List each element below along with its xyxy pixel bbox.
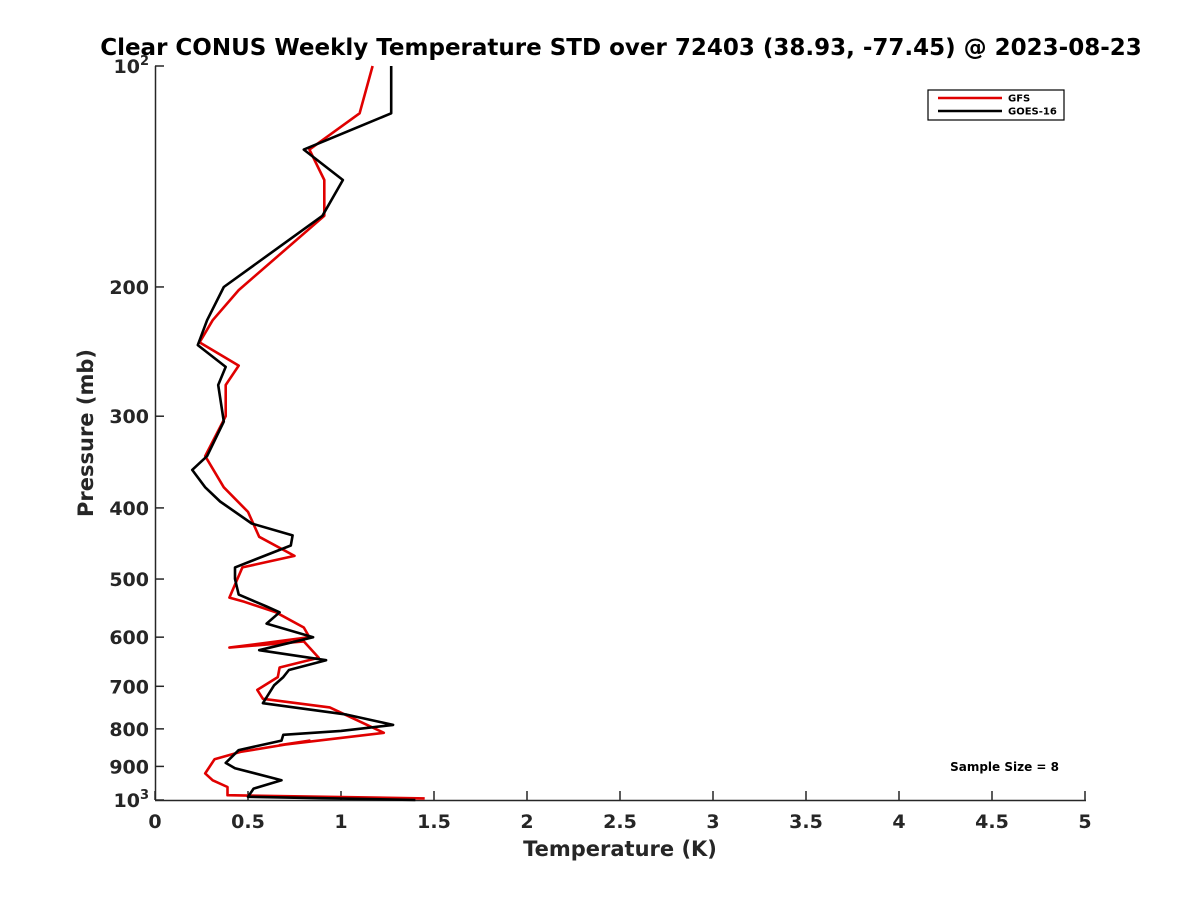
y-tick-label: 600: [109, 627, 149, 649]
x-tick-label: 2.5: [603, 811, 637, 833]
x-tick-label: 4: [892, 811, 905, 833]
x-tick-label: 4.5: [975, 811, 1009, 833]
y-tick-label: 102: [114, 54, 150, 78]
y-tick-label: 700: [109, 676, 149, 698]
y-tick-label: 500: [109, 569, 149, 591]
x-tick-label: 3.5: [789, 811, 823, 833]
y-tick-base: 10: [114, 790, 140, 812]
legend-label: GOES-16: [1008, 107, 1057, 118]
x-ticks: 0 0.5 1 1.5 2 2.5 3 3.5 4 4.5 5: [148, 791, 1092, 833]
legend: GFS GOES-16: [927, 89, 1065, 121]
chart-title: Clear CONUS Weekly Temperature STD over …: [100, 35, 1142, 61]
series-line-gfs: [198, 65, 425, 800]
y-tick-exponent: 2: [140, 54, 149, 69]
y-axis-label: Pressure (mb): [74, 349, 98, 517]
y-tick-label: 900: [109, 756, 149, 778]
x-tick-label: 5: [1078, 811, 1091, 833]
series-line-goes-16: [190, 66, 416, 802]
y-tick-label: 300: [109, 406, 149, 428]
sample-size-annotation: Sample Size = 8: [950, 760, 1059, 774]
legend-box: [927, 89, 1065, 121]
x-tick-label: 3: [706, 811, 719, 833]
y-tick-label: 200: [109, 277, 149, 299]
y-tick-label: 103: [114, 788, 150, 812]
series-lines: [190, 65, 425, 802]
y-tick-label: 800: [109, 719, 149, 741]
y-tick-exponent: 3: [140, 788, 149, 803]
plot-area: 0 0.5 1 1.5 2 2.5 3 3.5 4 4.5 5 102200300400500600…: [109, 54, 1091, 833]
x-tick-label: 0.5: [231, 811, 265, 833]
x-axis-label: Temperature (K): [523, 837, 717, 861]
x-tick-label: 2: [520, 811, 533, 833]
y-tick-label: 400: [109, 498, 149, 520]
x-tick-label: 1.5: [417, 811, 451, 833]
x-tick-label: 0: [148, 811, 161, 833]
legend-label: GFS: [1008, 94, 1030, 105]
y-tick-base: 10: [114, 56, 140, 78]
x-tick-label: 1: [334, 811, 347, 833]
